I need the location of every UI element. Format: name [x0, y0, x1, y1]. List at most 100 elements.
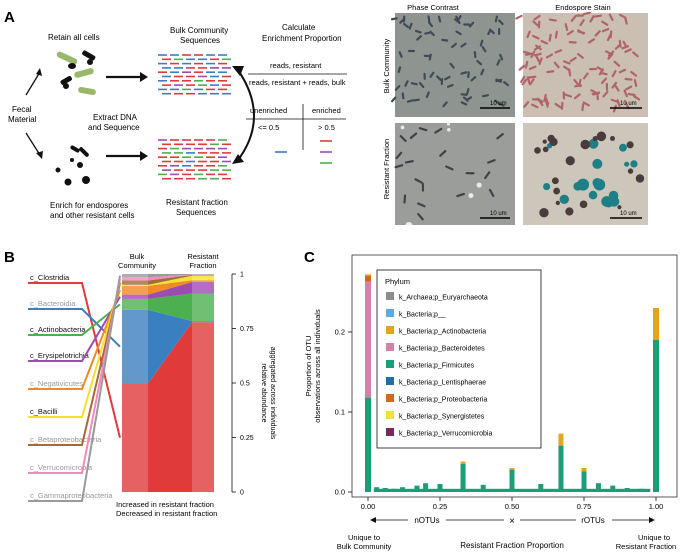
- unique-res-1: Unique to: [638, 533, 670, 542]
- scale-label-2: 10 um: [620, 101, 637, 107]
- otu-bar-segment: [414, 485, 420, 492]
- bulk-bar-segment: [122, 298, 148, 310]
- cell-rod: [532, 20, 539, 27]
- otu-bar-segment: [365, 281, 371, 398]
- cell-spore: [596, 131, 607, 142]
- cell-spore: [539, 207, 549, 218]
- resistant-sequence-reads: [158, 139, 231, 180]
- cell-rod: [417, 202, 426, 208]
- b-tick-label: 0: [240, 490, 244, 497]
- otu-baseline: [373, 488, 651, 492]
- otu-bar-segment: [480, 484, 486, 492]
- cell-rod: [434, 127, 443, 134]
- cell-rod: [403, 22, 410, 29]
- cell-rod: [587, 38, 595, 44]
- otu-bar-segment: [460, 464, 466, 492]
- microscopy-cells: [390, 11, 645, 225]
- legend-swatch: [386, 326, 394, 334]
- bulk-bar-segment: [122, 383, 148, 492]
- otu-bar-segment: [365, 276, 371, 282]
- cell-rod: [589, 15, 595, 23]
- cell-spore: [542, 139, 547, 144]
- cell-rod: [442, 101, 448, 108]
- resistant-bar-segment: [192, 280, 214, 283]
- arrow-head-resist-seq: [140, 151, 148, 161]
- cell-rod: [498, 19, 504, 26]
- cell-rod: [598, 68, 604, 76]
- class-connector: [28, 282, 121, 439]
- legend-entry: k_Bacteria;p_Bacteroidetes: [399, 346, 485, 353]
- cell-rod: [540, 39, 549, 45]
- extract-label-2: and Sequence: [88, 123, 140, 132]
- cell-rod: [515, 14, 523, 20]
- c-ytick-label: 0.0: [335, 488, 345, 497]
- cell-rod: [427, 15, 431, 23]
- c-xtick-label: 0.00: [361, 502, 376, 511]
- scale-label-4: 10 um: [620, 211, 637, 217]
- cell-rod: [535, 55, 541, 63]
- cell-rod: [600, 77, 608, 85]
- cell-rod: [421, 182, 425, 192]
- enriched-label: enriched: [312, 106, 341, 115]
- class-connector: [28, 285, 121, 418]
- cell-rod: [633, 95, 641, 101]
- cell-rod: [399, 18, 405, 24]
- cell-rod: [445, 165, 454, 171]
- panel-b-letter: B: [4, 249, 15, 266]
- class-label: c_Negativicutes: [30, 379, 83, 388]
- scale-label-3: 10 um: [490, 211, 507, 217]
- cell-rod: [518, 64, 526, 71]
- cell-rod: [610, 98, 619, 103]
- notus-arrow-head: [370, 517, 376, 523]
- cell-rod: [460, 93, 468, 96]
- bulk-bar-segment: [122, 280, 148, 285]
- cell-rod: [608, 13, 614, 21]
- cell-rod: [545, 53, 554, 59]
- cell-rod: [621, 45, 630, 50]
- resistant-bar-segment: [192, 322, 214, 492]
- cell-spore: [617, 205, 622, 210]
- cell-rod: [533, 14, 541, 21]
- cell-rod: [465, 172, 475, 175]
- cell-rod: [404, 80, 409, 87]
- cell-rod: [409, 132, 418, 140]
- cell-rod: [526, 76, 531, 85]
- cell-rod: [562, 91, 566, 100]
- cell-rod: [574, 84, 583, 88]
- resistant-bar-segment: [192, 274, 214, 276]
- cell-rod: [573, 78, 580, 86]
- cell-rod: [460, 101, 468, 106]
- otu-bar-segment: [558, 445, 564, 492]
- cell-spore: [624, 161, 630, 167]
- cell-rod: [618, 39, 622, 48]
- otu-bar-segment: [581, 468, 587, 472]
- cell-rod: [460, 71, 468, 75]
- c-xtick-label: 0.50: [505, 502, 520, 511]
- cell-rod: [429, 71, 435, 78]
- legend-swatch: [386, 411, 394, 419]
- legend-swatch: [386, 394, 394, 402]
- class-connector: [28, 278, 121, 474]
- bulk-bar-segment: [122, 277, 148, 281]
- cell-rod: [410, 82, 418, 86]
- cell-rod: [414, 178, 423, 184]
- cell-spore: [553, 187, 561, 195]
- enrich-label-2: and other resistant cells: [50, 211, 135, 220]
- cell-rod: [601, 27, 610, 33]
- cell-spore: [626, 141, 634, 149]
- alluvial-flow: [148, 282, 192, 299]
- cell-rod: [562, 60, 571, 65]
- legend-entry: k_Bacteria;p_Actinobacteria: [399, 329, 486, 336]
- otu-bar-segment: [423, 483, 429, 492]
- calc-label-1: Calculate: [282, 23, 316, 32]
- class-label: c_Gammaproteobacteria: [30, 491, 113, 500]
- cell-spore: [549, 137, 558, 147]
- bulk-seq-label-2: Sequences: [180, 36, 220, 45]
- class-label: c_Clostridia: [30, 273, 70, 282]
- panel-c-letter: C: [304, 249, 315, 266]
- cell-rod: [476, 59, 483, 66]
- cell-rod: [449, 62, 455, 69]
- arrow-head-bulk-seq: [140, 72, 148, 82]
- cell-rod: [589, 67, 598, 71]
- cell-rod: [582, 101, 590, 107]
